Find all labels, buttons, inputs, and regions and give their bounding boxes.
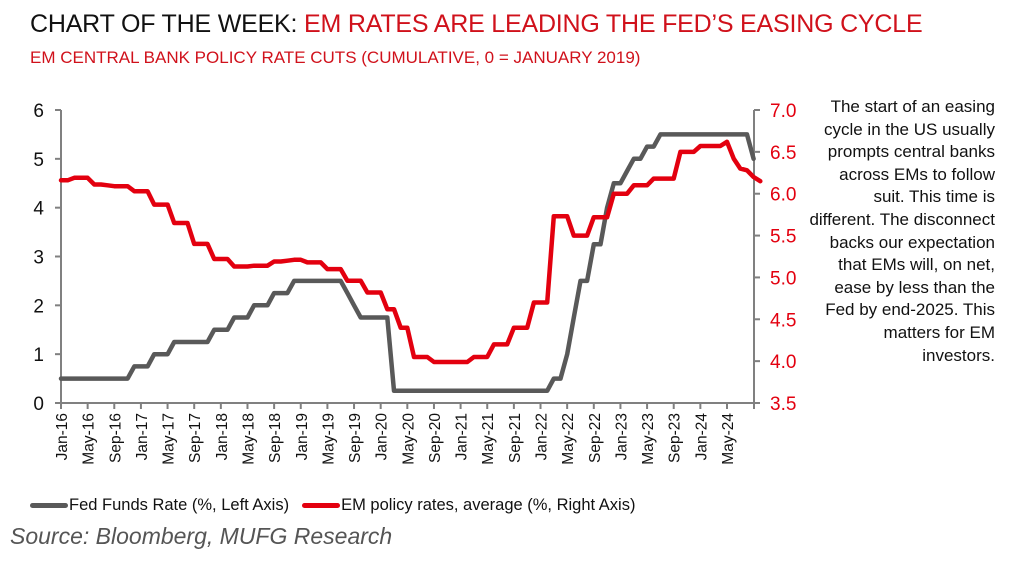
x-tick-label: May-23 bbox=[640, 413, 657, 465]
right-tick-label: 3.5 bbox=[770, 394, 796, 415]
chart-title: CHART OF THE WEEK: EM RATES ARE LEADING … bbox=[30, 10, 923, 39]
series-layer bbox=[58, 132, 763, 394]
annotation-note: The start of an easing cycle in the US u… bbox=[809, 97, 995, 365]
x-tick-label: May-24 bbox=[720, 413, 737, 465]
x-tick-label: Sep-23 bbox=[667, 413, 684, 463]
x-tick-label: Sep-21 bbox=[507, 413, 524, 463]
x-tick-label: Jan-16 bbox=[54, 413, 71, 460]
legend-item-fed: Fed Funds Rate (%, Left Axis) bbox=[30, 496, 289, 515]
x-tick-label: Sep-22 bbox=[587, 413, 604, 463]
axes: 0 1 2 3 4 5 6 3.5 4.0 4.5 5.0 5.5 6.0 6.5 7.0 Jan-16 May… bbox=[33, 101, 796, 465]
legend-item-em: EM policy rates, average (%, Right Axis) bbox=[302, 496, 635, 515]
right-tick-label: 4.0 bbox=[770, 352, 796, 373]
x-tick-label: Sep-17 bbox=[187, 413, 204, 463]
legend-swatch-em bbox=[302, 503, 341, 508]
left-tick-label: 4 bbox=[33, 199, 44, 220]
right-tick-label: 7.0 bbox=[770, 101, 796, 122]
x-tick-label: Sep-16 bbox=[107, 413, 124, 463]
source-note: Source: Bloomberg, MUFG Research bbox=[10, 523, 393, 549]
x-tick-label: Jan-21 bbox=[454, 413, 471, 460]
x-tick-label: Jan-20 bbox=[374, 413, 391, 461]
x-tick-label: Sep-19 bbox=[347, 413, 364, 463]
legend-label-em: EM policy rates, average (%, Right Axis) bbox=[341, 496, 636, 514]
x-tick-label: Jan-23 bbox=[613, 413, 630, 460]
right-tick-label: 5.5 bbox=[770, 227, 796, 248]
left-tick-label: 2 bbox=[33, 296, 44, 317]
title-prefix: CHART OF THE WEEK: bbox=[30, 10, 305, 38]
x-tick-label: Jan-22 bbox=[534, 413, 551, 460]
x-tick-label: May-21 bbox=[480, 413, 497, 465]
x-tick-label: May-22 bbox=[560, 413, 577, 465]
x-tick-label: May-16 bbox=[81, 413, 98, 465]
series-line-em-policy bbox=[58, 139, 763, 365]
left-tick-label: 5 bbox=[33, 150, 44, 171]
series-line-fed-funds bbox=[58, 132, 756, 394]
x-tick-label: May-20 bbox=[400, 413, 417, 465]
title-highlight: EM RATES ARE LEADING THE FED’S EASING CY… bbox=[304, 10, 923, 38]
x-tick-label: May-17 bbox=[161, 413, 178, 465]
legend-label-fed: Fed Funds Rate (%, Left Axis) bbox=[69, 496, 290, 514]
x-tick-label: Jan-24 bbox=[693, 413, 710, 461]
right-tick-label: 4.5 bbox=[770, 310, 796, 331]
right-tick-label: 5.0 bbox=[770, 268, 796, 289]
x-tick-label: Jan-19 bbox=[294, 413, 311, 460]
x-tick-label: May-18 bbox=[240, 413, 257, 465]
right-tick-label: 6.5 bbox=[770, 143, 796, 164]
left-tick-label: 3 bbox=[33, 248, 44, 269]
legend-swatch-fed bbox=[30, 503, 68, 508]
x-tick-label: May-19 bbox=[320, 413, 337, 465]
x-tick-label: Jan-18 bbox=[214, 413, 231, 460]
chart-subtitle: EM CENTRAL BANK POLICY RATE CUTS (CUMULA… bbox=[30, 48, 641, 67]
x-tick-label: Sep-18 bbox=[267, 413, 284, 463]
left-tick-label: 0 bbox=[33, 394, 44, 415]
left-tick-label: 6 bbox=[33, 101, 44, 122]
x-tick-label: Sep-20 bbox=[427, 413, 444, 463]
legend: Fed Funds Rate (%, Left Axis) EM policy … bbox=[30, 496, 648, 515]
left-tick-label: 1 bbox=[33, 345, 44, 366]
right-tick-label: 6.0 bbox=[770, 185, 796, 206]
x-tick-label: Jan-17 bbox=[134, 413, 151, 460]
